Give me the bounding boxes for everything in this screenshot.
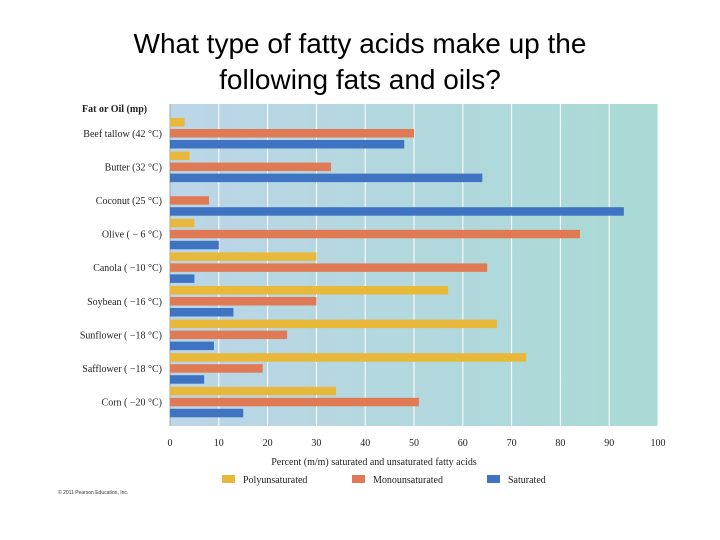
x-tick-label: 20 [263,438,273,449]
bar-saturated-2 [170,207,624,216]
category-label: Safflower ( −18 °C) [82,364,162,375]
x-tick-label: 40 [360,438,370,449]
legend-label-saturated: Saturated [508,475,546,486]
bar-polyunsaturated-8 [170,386,336,396]
bar-monounsaturated-5 [170,297,317,306]
legend-label-monounsaturated: Monounsaturated [373,475,443,486]
category-label: Coconut (25 °C) [96,196,162,207]
bar-saturated-6 [170,341,214,351]
bar-monounsaturated-8 [170,397,419,407]
copyright-credit: © 2011 Pearson Education, Inc. [58,490,129,496]
bar-saturated-3 [170,240,219,250]
bar-polyunsaturated-6 [170,319,497,329]
category-label: Sunflower ( −18 °C) [80,330,162,341]
x-tick-label: 100 [651,438,666,449]
slide-title-line-1: What type of fatty acids make up the [133,28,587,59]
slide-title: What type of fatty acids make up the fol… [0,26,720,98]
legend-label-polyunsaturated: Polyunsaturated [243,475,307,486]
category-label: Olive ( − 6 °C) [102,230,162,241]
bar-monounsaturated-2 [170,196,210,205]
x-tick-label: 10 [214,438,224,449]
bar-monounsaturated-7 [170,364,263,373]
bar-saturated-5 [170,308,234,317]
legend-swatch-polyunsaturated [222,475,235,483]
bar-monounsaturated-0 [170,129,414,138]
category-label: Butter (32 °C) [105,162,162,173]
category-label: Canola ( −10 °C) [93,263,162,274]
bar-saturated-1 [170,173,483,183]
x-tick-label: 60 [458,438,468,449]
x-axis-label: Percent (m/m) saturated and unsaturated … [271,457,477,468]
x-tick-label: 70 [507,438,517,449]
bar-monounsaturated-1 [170,162,332,172]
bar-monounsaturated-3 [170,229,580,239]
bar-saturated-4 [170,274,195,283]
bar-polyunsaturated-5 [170,286,449,295]
category-header: Fat or Oil (mp) [82,104,147,115]
category-label: Soybean ( −16 °C) [87,297,162,308]
slide-title-line-2: following fats and oils? [219,64,501,95]
legend-swatch-monounsaturated [352,475,365,483]
category-label: Corn ( −20 °C) [102,398,162,409]
x-tick-label: 80 [555,438,565,449]
x-tick-label: 90 [604,438,614,449]
bar-polyunsaturated-7 [170,353,527,362]
bar-polyunsaturated-1 [170,151,190,161]
legend-swatch-saturated [487,475,500,483]
bar-polyunsaturated-3 [170,218,195,228]
bar-monounsaturated-4 [170,263,488,272]
bar-saturated-0 [170,140,405,149]
bar-polyunsaturated-4 [170,252,317,261]
bar-monounsaturated-6 [170,330,288,340]
x-tick-label: 30 [311,438,321,449]
x-tick-label: 0 [168,438,173,449]
bar-saturated-7 [170,375,205,384]
bar-polyunsaturated-0 [170,118,185,127]
category-label: Beef tallow (42 °C) [83,129,162,140]
x-tick-label: 50 [409,438,419,449]
bar-saturated-8 [170,408,244,418]
